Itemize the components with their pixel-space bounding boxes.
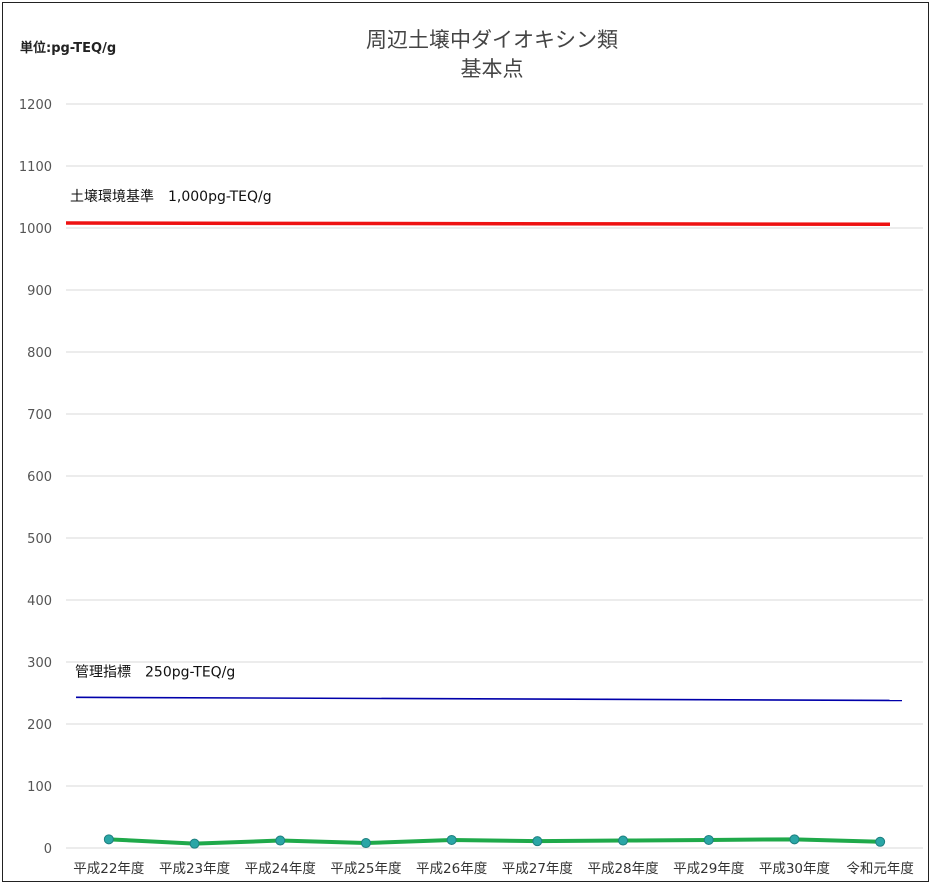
- x-tick-label: 平成23年度: [159, 861, 230, 877]
- reference-lines: 土壌環境基準 1,000pg-TEQ/g 管理指標 250pg-TEQ/g: [65, 188, 903, 702]
- y-tick-label: 900: [27, 284, 52, 299]
- data-point: [532, 836, 543, 847]
- unit-label: 単位:pg-TEQ/g: [20, 40, 116, 56]
- data-point: [103, 834, 114, 845]
- y-tick-label: 100: [27, 780, 52, 795]
- y-tick-label: 700: [27, 408, 52, 423]
- y-tick-label: 800: [27, 346, 52, 361]
- reference-line-1: [75, 696, 903, 702]
- y-tick-label: 1200: [19, 98, 52, 113]
- x-tick-label: 平成27年度: [502, 861, 573, 877]
- y-axis-ticks: 0 100 200 300 400 500 600 700 800 900 1000 1100 1200: [19, 98, 52, 857]
- y-tick-label: 500: [27, 532, 52, 547]
- data-point: [446, 834, 457, 845]
- x-tick-label: 平成22年度: [73, 861, 144, 877]
- x-tick-label: 平成26年度: [416, 861, 487, 877]
- y-tick-label: 1000: [19, 222, 52, 237]
- x-tick-label: 平成29年度: [673, 861, 744, 877]
- reference-line-label: 土壌環境基準 1,000pg-TEQ/g: [70, 188, 272, 205]
- gridlines: [66, 103, 923, 849]
- data-point: [189, 838, 200, 849]
- reference-line-label: 管理指標 250pg-TEQ/g: [75, 664, 235, 680]
- y-tick-label: 300: [27, 656, 52, 671]
- data-point: [703, 834, 714, 845]
- x-tick-label: 平成25年度: [330, 861, 401, 877]
- x-tick-label: 令和元年度: [846, 861, 914, 877]
- data-point: [875, 836, 886, 847]
- x-axis-ticks: 平成22年度 平成23年度 平成24年度 平成25年度 平成26年度 平成27年度 平成28…: [73, 861, 914, 877]
- reference-line-0: [65, 221, 891, 227]
- data-point: [618, 835, 629, 846]
- y-tick-label: 1100: [19, 160, 52, 175]
- y-tick-label: 600: [27, 470, 52, 485]
- chart-subtitle: 基本点: [461, 57, 524, 81]
- x-tick-label: 平成24年度: [245, 861, 316, 877]
- x-tick-label: 平成30年度: [759, 861, 830, 877]
- y-tick-label: 0: [44, 842, 52, 857]
- x-tick-label: 平成28年度: [587, 861, 658, 877]
- y-tick-label: 400: [27, 594, 52, 609]
- chart-title: 周辺土壌中ダイオキシン類: [366, 28, 618, 52]
- data-series: [103, 834, 886, 849]
- data-point: [275, 835, 286, 846]
- y-tick-label: 200: [27, 718, 52, 733]
- series-line: [108, 837, 881, 846]
- data-point: [789, 834, 800, 845]
- data-point: [360, 838, 371, 849]
